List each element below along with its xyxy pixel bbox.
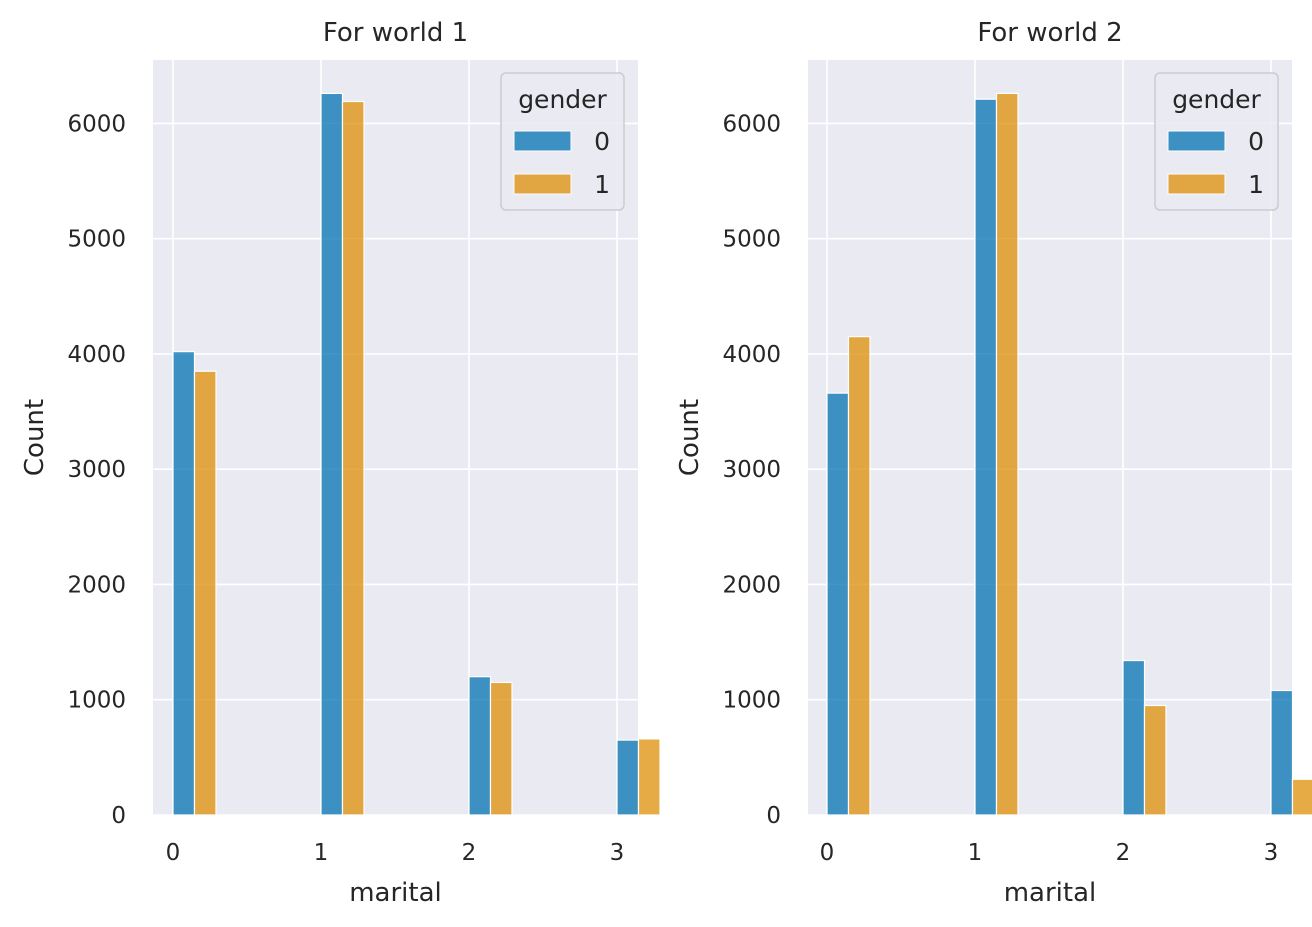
y-tick-label: 5000 <box>722 227 781 253</box>
bar-gender-1-marital-2 <box>1143 704 1167 816</box>
bar-gender-0-marital-0 <box>172 351 196 816</box>
legend-label-gender-1: 1 <box>1248 170 1264 199</box>
bar-gender-1-marital-3 <box>637 738 661 816</box>
y-tick-label: 4000 <box>722 342 781 368</box>
x-tick-label: 1 <box>968 840 983 866</box>
bar-gender-0-marital-2 <box>1122 659 1146 816</box>
x-axis-label: marital <box>349 878 442 908</box>
y-tick-label: 2000 <box>722 572 781 598</box>
bars <box>826 92 1312 816</box>
bar-gender-0-marital-1 <box>320 92 344 816</box>
legend-swatch-gender-0 <box>1167 130 1226 152</box>
x-tick-label: 3 <box>610 840 625 866</box>
y-axis-label: Count <box>20 399 50 476</box>
legend-label-gender-0: 0 <box>594 127 610 156</box>
legend-swatch-gender-1 <box>1167 173 1226 195</box>
y-tick-label: 3000 <box>722 457 781 483</box>
x-tick-label: 0 <box>166 840 181 866</box>
bar-gender-0-marital-0 <box>826 392 850 816</box>
legend-title: gender <box>518 85 607 114</box>
bar-gender-0-marital-1 <box>974 98 998 816</box>
y-tick-label: 5000 <box>67 227 126 253</box>
y-tick-label: 0 <box>111 803 126 829</box>
bars <box>172 92 661 816</box>
y-tick-label: 3000 <box>67 457 126 483</box>
bar-gender-0-marital-2 <box>468 676 492 816</box>
y-axis-label: Count <box>675 399 705 476</box>
x-axis-ticks: 0 1 2 3 <box>166 840 625 866</box>
y-tick-label: 0 <box>766 803 781 829</box>
y-tick-label: 2000 <box>67 572 126 598</box>
x-axis-label: marital <box>1004 878 1097 908</box>
bar-gender-1-marital-3 <box>1291 778 1312 816</box>
x-tick-label: 1 <box>314 840 329 866</box>
x-tick-label: 3 <box>1264 840 1279 866</box>
y-tick-label: 6000 <box>67 111 126 137</box>
y-tick-label: 1000 <box>722 688 781 714</box>
bar-gender-0-marital-3 <box>1270 689 1294 816</box>
bar-gender-0-marital-3 <box>616 739 640 816</box>
legend-swatch-gender-0 <box>513 130 572 152</box>
y-axis-ticks: 0 1000 2000 3000 4000 5000 6000 <box>722 111 781 829</box>
x-tick-label: 0 <box>820 840 835 866</box>
bar-gender-1-marital-0 <box>193 370 217 816</box>
y-axis-ticks: 0 1000 2000 3000 4000 5000 6000 <box>67 111 126 829</box>
subplot-world-1: 0 1000 2000 3000 4000 5000 6000 0 1 2 3 For world… <box>20 18 661 908</box>
legend: gender 0 1 <box>1154 72 1279 211</box>
legend-label-gender-1: 1 <box>594 170 610 199</box>
y-tick-label: 1000 <box>67 688 126 714</box>
x-axis-ticks: 0 1 2 3 <box>820 840 1279 866</box>
chart-title: For world 1 <box>323 18 468 48</box>
legend-label-gender-0: 0 <box>1248 127 1264 156</box>
subplot-world-2: 0 1000 2000 3000 4000 5000 6000 0 1 2 3 For world… <box>675 18 1312 908</box>
x-tick-label: 2 <box>462 840 477 866</box>
chart-title: For world 2 <box>977 18 1122 48</box>
y-tick-label: 6000 <box>722 111 781 137</box>
legend: gender 0 1 <box>500 72 625 211</box>
legend-swatch-gender-1 <box>513 173 572 195</box>
x-tick-label: 2 <box>1116 840 1131 866</box>
bar-gender-1-marital-0 <box>847 336 871 816</box>
bar-gender-1-marital-2 <box>489 681 513 816</box>
y-tick-label: 4000 <box>67 342 126 368</box>
legend-title: gender <box>1172 85 1261 114</box>
bar-gender-1-marital-1 <box>995 92 1019 816</box>
bar-gender-1-marital-1 <box>341 100 365 816</box>
